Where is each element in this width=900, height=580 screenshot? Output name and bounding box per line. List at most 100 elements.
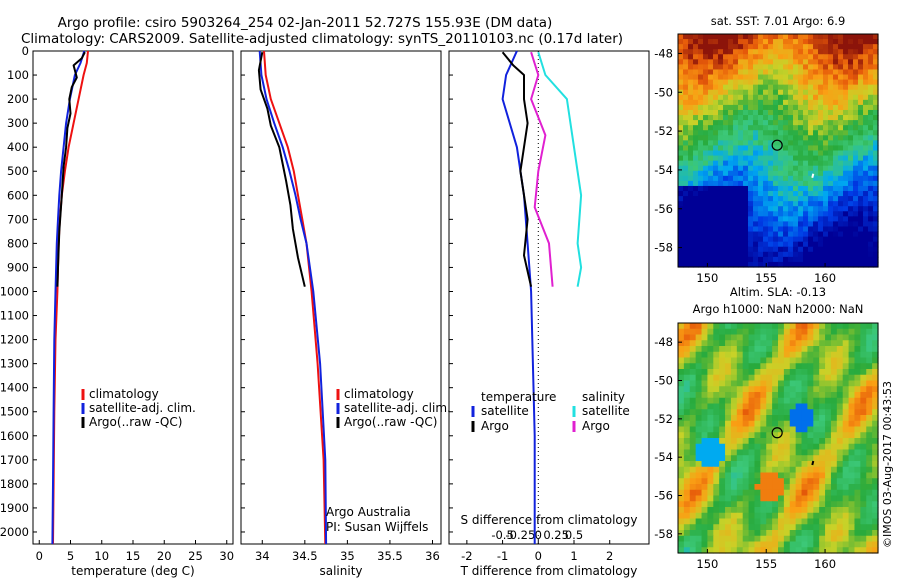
secondary-x-axis-label: S difference from climatology (461, 513, 638, 527)
y-tick-label: -48 (654, 46, 673, 60)
map-title-line1: Altim. SLA: -0.13 (730, 285, 826, 299)
x-tick-label: 2 (606, 549, 613, 563)
y-tick-label: -52 (654, 412, 673, 426)
legend-label: satellite-adj. clim. (344, 401, 451, 415)
series-line-climatology (263, 50, 327, 545)
y-tick-label: 300 (7, 116, 29, 130)
secondary-x-tick-label: 0.25 (543, 528, 569, 542)
annotation-line1: Argo Australia (326, 505, 411, 519)
y-tick-label: -56 (654, 202, 673, 216)
x-tick-label: 20 (157, 549, 172, 563)
x-tick-label: 0 (535, 549, 542, 563)
sla-map-panel: -48 -50 -52 -54 -56 -58 150 155 160 Altim. SLA: -… (654, 285, 879, 571)
float-track (811, 173, 815, 179)
x-tick-label: 150 (696, 557, 718, 571)
annotation-line2: PI: Susan Wijffels (326, 520, 428, 534)
secondary-x-tick-label: -0.25 (506, 528, 536, 542)
y-tick-label: -54 (654, 450, 673, 464)
y-tick-label: 200 (7, 92, 29, 106)
x-tick-label: 160 (814, 271, 836, 285)
x-tick-label: 155 (755, 271, 777, 285)
legend-label: Argo (481, 419, 509, 433)
y-tick-label: -50 (654, 85, 673, 99)
series-line-argo-raw-qc- (56, 51, 86, 287)
y-tick-label: 1600 (0, 429, 29, 443)
float-position-marker (771, 427, 783, 439)
map-field (678, 323, 879, 554)
legend-label: Argo(..raw -QC) (89, 415, 182, 429)
y-tick-label: 1500 (0, 405, 29, 419)
y-tick-label: 2000 (0, 525, 29, 539)
y-tick-label: 1700 (0, 453, 29, 467)
map-field (678, 34, 879, 268)
y-tick-label: 1100 (0, 309, 29, 323)
x-tick-label: 0 (36, 549, 43, 563)
x-tick-label: 155 (755, 557, 777, 571)
y-tick-label: -56 (654, 489, 673, 503)
x-tick-label: 5 (67, 549, 74, 563)
plot-frame (448, 50, 650, 545)
x-axis-label: temperature (deg C) (71, 564, 194, 578)
legend-label: satellite (481, 404, 529, 418)
x-tick-label: 34.5 (292, 549, 318, 563)
y-tick-label: 1300 (0, 357, 29, 371)
legend-label: satellite (582, 404, 630, 418)
x-tick-label: 150 (696, 271, 718, 285)
series-line-climatology (52, 50, 89, 545)
legend-label: Argo (582, 419, 610, 433)
legend-label: satellite-adj. clim. (89, 401, 196, 415)
y-tick-label: -48 (654, 335, 673, 349)
x-tick-label: 30 (219, 549, 234, 563)
legend-title-salinity: salinity (582, 390, 625, 404)
x-tick-label: 35.5 (377, 549, 403, 563)
sst-map-panel: -48 -50 -52 -54 -56 -58 150 155 160 sat. SST: 7.0… (654, 14, 879, 285)
x-tick-label: 1 (570, 549, 577, 563)
secondary-x-tick-label: 0.5 (565, 528, 583, 542)
secondary-x-tick-label: 0 (535, 528, 542, 542)
series-line-satellite-adj-clim- (258, 50, 328, 545)
x-tick-label: 25 (188, 549, 203, 563)
series-line-satellite (537, 51, 583, 287)
y-tick-label: 400 (7, 140, 29, 154)
temperature-panel: 0100200300400500600700800900100011001200… (0, 44, 234, 578)
x-tick-label: 35 (340, 549, 355, 563)
x-tick-label: 34 (255, 549, 270, 563)
y-tick-label: -54 (654, 163, 673, 177)
series-line-argo (530, 51, 554, 287)
plot-frame (240, 50, 442, 545)
y-tick-label: 0 (22, 44, 29, 58)
header-line1: Argo profile: csiro 5903264_254 02-Jan-2… (58, 15, 553, 31)
header-line2: Climatology: CARS2009. Satellite-adjuste… (21, 31, 623, 47)
legend-label: climatology (344, 387, 414, 401)
series-line-argo (501, 51, 533, 287)
y-tick-label: 1800 (0, 477, 29, 491)
plot-frame (32, 50, 234, 545)
x-tick-label: 10 (94, 549, 109, 563)
y-tick-label: -58 (654, 241, 673, 255)
y-tick-label: 800 (7, 236, 29, 250)
map-frame (677, 33, 879, 268)
y-tick-label: 1900 (0, 501, 29, 515)
legend-label: Argo(..raw -QC) (344, 415, 437, 429)
y-tick-label: 1400 (0, 381, 29, 395)
difference-panel: -2 -1 0 1 2T difference from climatology S di… (448, 50, 650, 578)
x-tick-label: 160 (814, 557, 836, 571)
y-tick-label: 600 (7, 188, 29, 202)
map-frame (677, 322, 879, 554)
legend-label: climatology (89, 387, 159, 401)
x-tick-label: -2 (461, 549, 472, 563)
y-tick-label: 1000 (0, 284, 29, 298)
y-tick-label: -58 (654, 527, 673, 541)
series-line-satellite (501, 50, 536, 544)
y-tick-label: 900 (7, 260, 29, 274)
y-tick-label: 1200 (0, 333, 29, 347)
map-title: sat. SST: 7.01 Argo: 6.9 (711, 14, 846, 28)
float-track (811, 460, 815, 466)
x-tick-label: 15 (126, 549, 141, 563)
x-axis-label: salinity (319, 564, 362, 578)
x-tick-label: -1 (497, 549, 508, 563)
salinity-panel: 34 34.5 35 35.5 36 salinity climatologysatelli… (240, 50, 451, 578)
y-tick-label: 100 (7, 68, 29, 82)
imos-credit: ©IMOS 03-Aug-2017 00:43:53 (881, 381, 894, 548)
